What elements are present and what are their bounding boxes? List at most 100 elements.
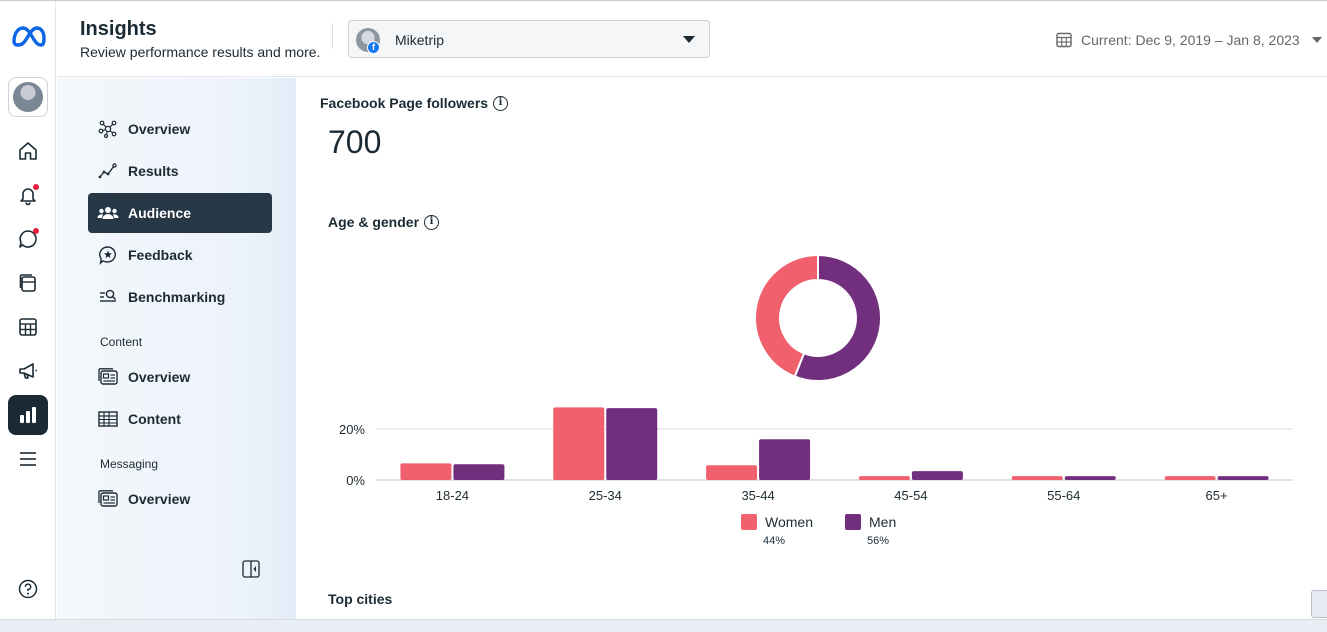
age-gender-label: Age & gender — [328, 214, 420, 230]
info-icon[interactable]: i — [424, 214, 440, 230]
legend-swatch-men — [845, 514, 861, 530]
bar-men-55-64[interactable] — [1064, 476, 1116, 480]
rail-home-button[interactable] — [8, 131, 48, 171]
rail-insights-button[interactable] — [8, 395, 48, 435]
sidebar-item-label: Audience — [128, 205, 192, 221]
section-label-messaging: Messaging — [100, 457, 159, 471]
facebook-badge-icon: f — [367, 41, 380, 54]
page-selector-dropdown[interactable]: f Miketrip — [348, 20, 710, 58]
donut-slice-men[interactable] — [793, 254, 882, 382]
bar-women-25-34[interactable] — [553, 407, 605, 480]
section-label-content: Content — [100, 335, 143, 349]
network-icon — [88, 109, 128, 149]
rail-ads-button[interactable] — [8, 351, 48, 391]
meta-logo-icon[interactable] — [10, 23, 46, 51]
sidebar-item-label: Content — [128, 411, 181, 427]
collapse-sidebar-icon[interactable] — [241, 559, 261, 579]
age-gender-title: Age & gender i — [328, 214, 440, 230]
bar-men-25-34[interactable] — [606, 408, 658, 480]
rail-notifications-button[interactable] — [8, 175, 48, 215]
sidebar-item-content[interactable]: Content — [88, 399, 272, 439]
megaphone-icon — [19, 363, 37, 379]
insights-sidebar: Overview Results Audience Feedback Bench… — [57, 78, 296, 619]
rail-help-button[interactable] — [8, 569, 48, 609]
bar-men-45-54[interactable] — [911, 471, 963, 480]
followers-title: Facebook Page followers i — [320, 95, 509, 111]
sidebar-item-label: Overview — [128, 491, 191, 507]
sidebar-item-feedback[interactable]: Feedback — [88, 235, 272, 275]
x-tick-label: 55-64 — [1047, 488, 1080, 503]
bar-women-35-44[interactable] — [706, 465, 758, 480]
list-search-icon — [88, 277, 128, 317]
rail-posts-button[interactable] — [8, 263, 48, 303]
window-top-border — [0, 0, 1327, 1]
gender-donut-chart — [754, 254, 882, 382]
date-range-picker[interactable]: Current: Dec 9, 2019 – Jan 8, 2023 — [1055, 30, 1322, 50]
page-name: Miketrip — [395, 32, 445, 48]
audience-content: Facebook Page followers i 700 Age & gend… — [297, 78, 1327, 619]
sidebar-item-results[interactable]: Results — [88, 151, 272, 191]
followers-count: 700 — [328, 124, 382, 160]
y-tick-label: 0% — [346, 473, 365, 488]
sidebar-item-audience[interactable]: Audience — [88, 193, 272, 233]
rail-menu-button[interactable] — [8, 439, 48, 479]
trend-line-icon — [88, 151, 128, 191]
floating-help-tab[interactable] — [1311, 590, 1327, 618]
bar-women-55-64[interactable] — [1011, 476, 1063, 480]
legend-label-women: Women — [765, 514, 813, 530]
sidebar-item-overview[interactable]: Overview — [88, 109, 272, 149]
sidebar-item-benchmarking[interactable]: Benchmarking — [88, 277, 272, 317]
page-subtitle: Review performance results and more. — [80, 44, 321, 60]
y-tick-label: 20% — [339, 422, 365, 437]
bar-women-65+[interactable] — [1164, 476, 1216, 480]
table-icon — [88, 399, 128, 439]
x-tick-label: 25-34 — [589, 488, 622, 503]
rail-inbox-button[interactable] — [8, 219, 48, 259]
people-icon — [88, 193, 128, 233]
age-gender-bar-chart: 20% 0% 18-24 25-34 35-44 45-54 55-64 65+ — [339, 407, 1293, 503]
sidebar-item-label: Overview — [128, 369, 191, 385]
bar-men-35-44[interactable] — [759, 439, 811, 480]
star-bubble-icon — [88, 235, 128, 275]
account-avatar[interactable] — [8, 77, 48, 117]
rail-planner-button[interactable] — [8, 307, 48, 347]
x-tick-label: 18-24 — [436, 488, 469, 503]
x-tick-label: 45-54 — [894, 488, 927, 503]
caret-down-icon — [683, 36, 695, 43]
content-overview-icon — [88, 357, 128, 397]
date-range-text: Current: Dec 9, 2019 – Jan 8, 2023 — [1081, 32, 1300, 48]
avatar-image — [13, 82, 43, 112]
bar-men-65+[interactable] — [1217, 476, 1269, 480]
menu-icon — [20, 452, 36, 466]
caret-down-icon — [1311, 37, 1322, 43]
top-cities-label: Top cities — [328, 591, 393, 607]
sidebar-item-messaging-overview[interactable]: Overview — [88, 479, 272, 519]
bell-icon — [20, 188, 36, 206]
sidebar-item-content-overview[interactable]: Overview — [88, 357, 272, 397]
posts-icon — [19, 274, 36, 292]
bar-women-45-54[interactable] — [858, 476, 910, 480]
donut-slice-women[interactable] — [754, 254, 819, 378]
chat-bubble-icon — [19, 230, 37, 248]
x-tick-label: 65+ — [1206, 488, 1228, 503]
top-cities-title: Top cities — [328, 591, 392, 607]
legend-pct-women: 44% — [763, 535, 786, 547]
bar-women-18-24[interactable] — [400, 463, 452, 480]
help-icon — [18, 579, 38, 599]
legend-men: Men 56% — [845, 514, 896, 547]
calendar-icon — [1056, 32, 1072, 48]
x-tick-label: 35-44 — [741, 488, 774, 503]
bar-men-18-24[interactable] — [453, 464, 505, 480]
header-divider — [332, 23, 333, 49]
insights-bar-icon — [20, 407, 36, 423]
sidebar-item-label: Benchmarking — [128, 289, 226, 305]
followers-label: Facebook Page followers — [320, 95, 489, 111]
home-icon — [19, 142, 37, 160]
legend-swatch-women — [741, 514, 757, 530]
sidebar-item-label: Results — [128, 163, 179, 179]
info-icon[interactable]: i — [493, 95, 509, 111]
legend-women: Women 44% — [741, 514, 813, 547]
os-taskbar — [0, 619, 1327, 632]
notification-dot — [33, 228, 39, 234]
